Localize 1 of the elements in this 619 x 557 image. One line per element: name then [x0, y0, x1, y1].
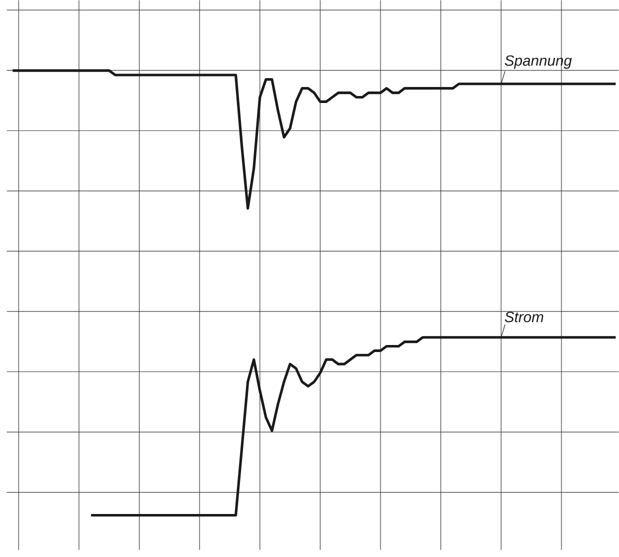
series-label: Strom [504, 312, 544, 322]
